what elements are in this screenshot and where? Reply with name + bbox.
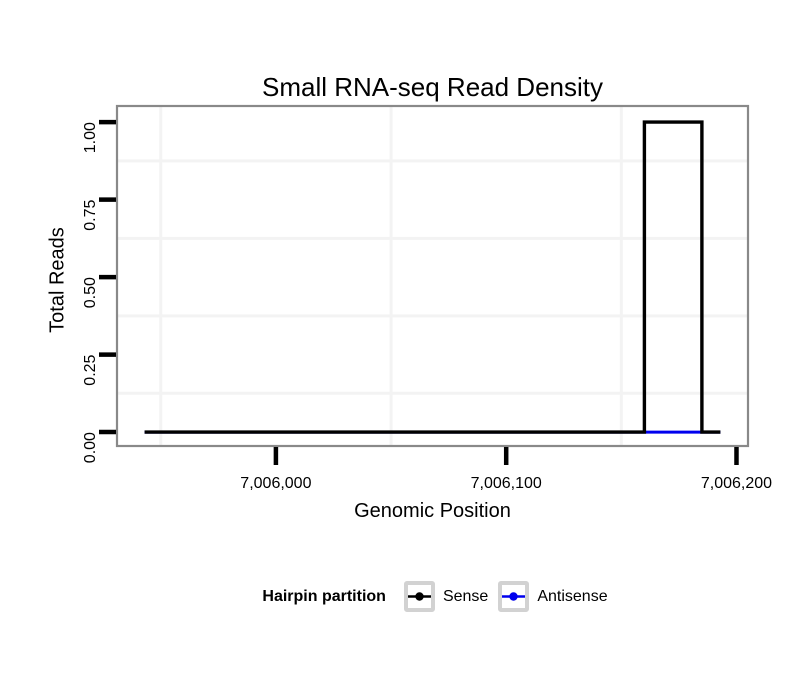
x-tick-label: 7,006,200 — [701, 475, 772, 492]
legend-label-sense: Sense — [442, 587, 489, 605]
x-tick-marks-group — [273, 447, 739, 465]
legend-entry-antisense: Antisense — [498, 581, 608, 612]
y-tick-label: 0.25 — [82, 354, 99, 385]
y-axis-title: Total Reads — [46, 227, 69, 333]
y-tick-labels-group: 0.00 0.25 0.50 0.75 1.00 — [82, 122, 99, 463]
plot-panel-background — [117, 106, 748, 446]
x-tick-label: 7,006,100 — [471, 475, 542, 492]
data-series-group — [144, 120, 721, 434]
y-tick-marks-group — [99, 119, 116, 435]
x-tick-label: 7,006,000 — [240, 475, 311, 492]
legend-key-sense — [403, 581, 435, 612]
y-tick-label: 0.75 — [82, 199, 99, 230]
legend-entries: Sense Antisense — [403, 581, 608, 612]
legend-key-glyph-sense — [407, 592, 431, 601]
legend-key-point-antisense — [509, 592, 519, 601]
legend-key-point-sense — [415, 592, 424, 601]
y-tick-label: 0.00 — [82, 432, 99, 463]
y-tick-label: 1.00 — [82, 122, 99, 153]
y-tick-label: 0.50 — [82, 277, 99, 308]
x-tick-labels-group: 7,006,000 7,006,100 7,006,200 — [240, 475, 772, 492]
panel-border — [115, 104, 750, 448]
legend-key-glyph-antisense — [502, 592, 526, 601]
series-line-sense — [144, 120, 721, 434]
legend-title: Hairpin partition — [262, 587, 386, 605]
legend-key-antisense — [498, 581, 530, 612]
legend: Hairpin partition Sense Antisense — [30, 581, 810, 612]
legend-label-antisense: Antisense — [537, 587, 608, 605]
chart-title: Small RNA-seq Read Density — [261, 72, 603, 102]
legend-entry-sense: Sense — [403, 581, 489, 612]
x-axis-title: Genomic Position — [354, 500, 511, 522]
